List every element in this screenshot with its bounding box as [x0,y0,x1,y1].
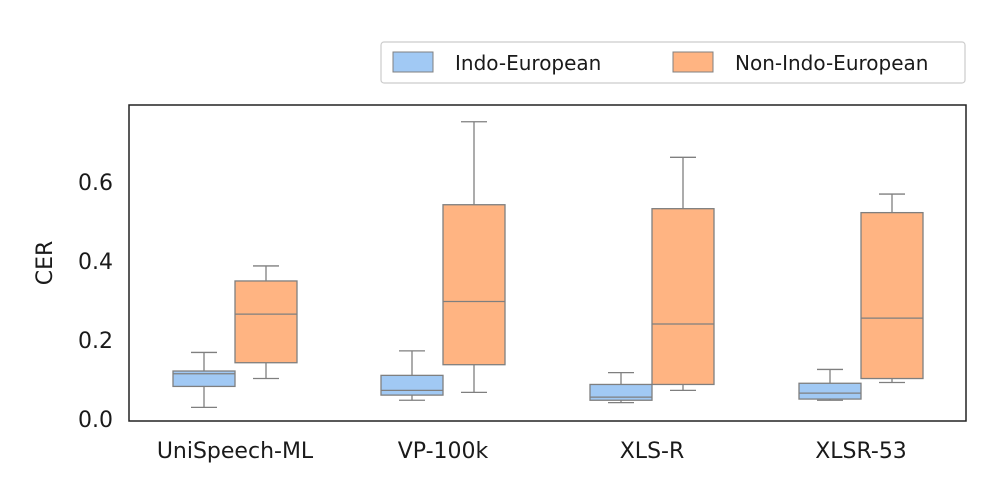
y-tick-label: 0.6 [78,171,113,196]
box-iqr [172,370,236,388]
y-tick-label: 0.0 [78,408,113,433]
box-indo-european-2 [589,371,653,404]
x-tick-label: VP-100k [398,439,489,464]
box-non-indo-european-1 [442,121,506,394]
box-iqr [589,383,653,401]
y-axis-label: CER [33,241,58,286]
box-indo-european-1 [380,350,444,401]
legend-swatch-indo-european [392,51,434,73]
box-non-indo-european-0 [234,265,298,380]
box-iqr [860,211,924,380]
box-non-indo-european-2 [651,156,715,392]
box-series-group [172,121,924,409]
legend: Indo-European Non-Indo-European [380,41,966,84]
x-tick-label: XLSR-53 [815,439,907,464]
box-iqr [798,382,862,400]
box-indo-european-0 [172,351,236,409]
legend-label-indo-european: Indo-European [455,51,601,75]
y-tick-label: 0.2 [78,329,113,354]
box-iqr [234,280,298,364]
plot-area [128,104,967,422]
x-tick-label: UniSpeech-ML [157,439,314,464]
box-indo-european-3 [798,368,862,401]
x-axis-ticks: UniSpeech-ML VP-100k XLS-R XLSR-53 [157,439,907,464]
box-iqr [651,208,715,386]
box-iqr [380,374,444,396]
y-tick-label: 0.4 [78,250,113,275]
legend-label-non-indo-european: Non-Indo-European [735,51,928,75]
box-non-indo-european-3 [860,193,924,384]
y-axis-ticks: 0.0 0.2 0.4 0.6 [78,171,113,433]
legend-swatch-non-indo-european [672,51,714,73]
x-tick-label: XLS-R [620,439,685,464]
box-iqr [442,204,506,366]
